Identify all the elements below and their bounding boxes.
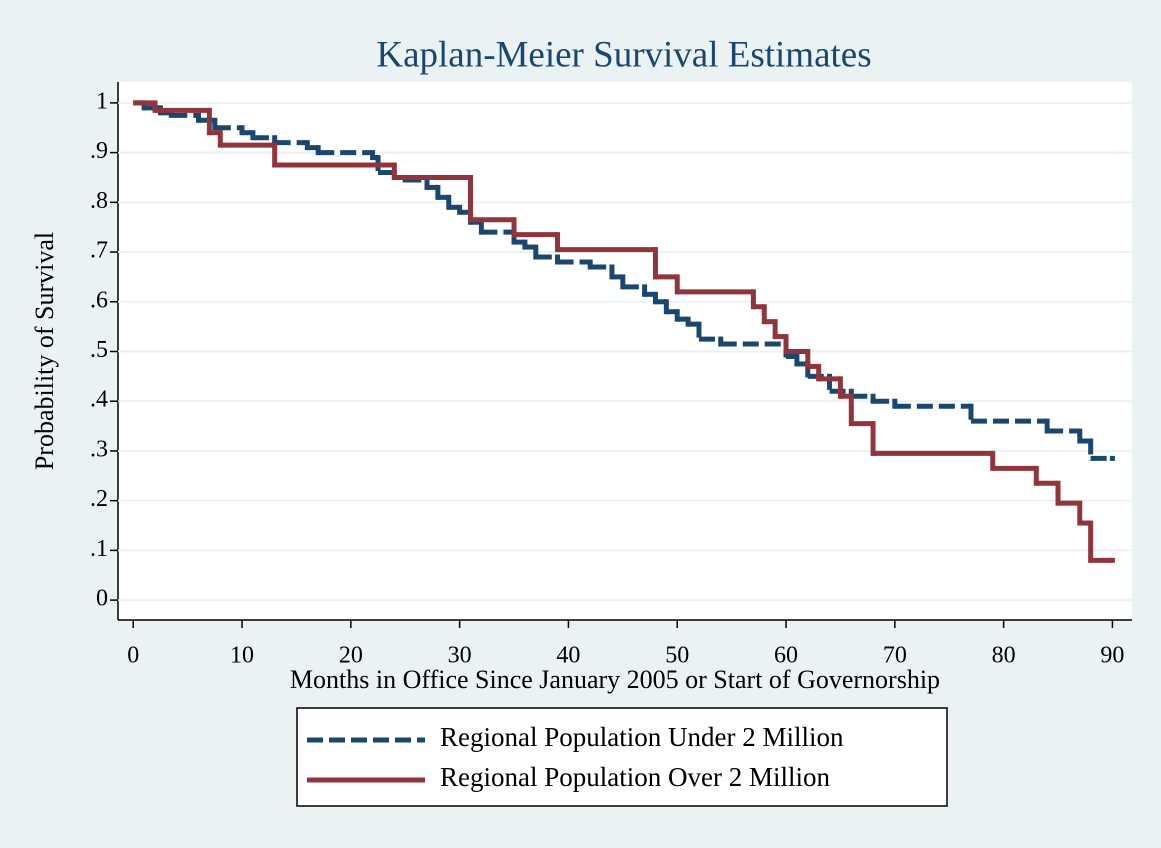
y-tick-label: 1 xyxy=(96,88,108,114)
x-tick-label: 20 xyxy=(339,643,363,669)
y-tick-label: .1 xyxy=(90,536,108,562)
x-tick-label: 10 xyxy=(230,643,254,669)
x-tick-label: 90 xyxy=(1100,643,1124,669)
y-axis-label: Probability of Survival xyxy=(30,232,59,470)
y-tick-label: .9 xyxy=(90,138,108,164)
y-tick-label: .5 xyxy=(90,337,108,363)
x-tick-label: 80 xyxy=(992,643,1016,669)
legend-label: Regional Population Over 2 Million xyxy=(440,762,830,792)
x-tick-label: 50 xyxy=(665,643,689,669)
y-tick-label: .3 xyxy=(90,436,108,462)
y-tick-label: .8 xyxy=(90,188,108,214)
y-tick-label: .4 xyxy=(90,387,108,413)
chart-title: Kaplan-Meier Survival Estimates xyxy=(376,34,871,75)
y-tick-label: .6 xyxy=(90,287,108,313)
x-axis-label: Months in Office Since January 2005 or S… xyxy=(290,665,940,694)
x-tick-label: 70 xyxy=(883,643,907,669)
y-tick-label: 0 xyxy=(96,586,108,612)
x-tick-label: 0 xyxy=(127,643,139,669)
x-tick-label: 40 xyxy=(556,643,580,669)
y-tick-label: .7 xyxy=(90,238,108,264)
legend xyxy=(296,707,948,807)
x-tick-label: 30 xyxy=(448,643,472,669)
x-tick-label: 60 xyxy=(774,643,798,669)
legend-label: Regional Population Under 2 Million xyxy=(440,722,844,752)
y-tick-label: .2 xyxy=(90,486,108,512)
